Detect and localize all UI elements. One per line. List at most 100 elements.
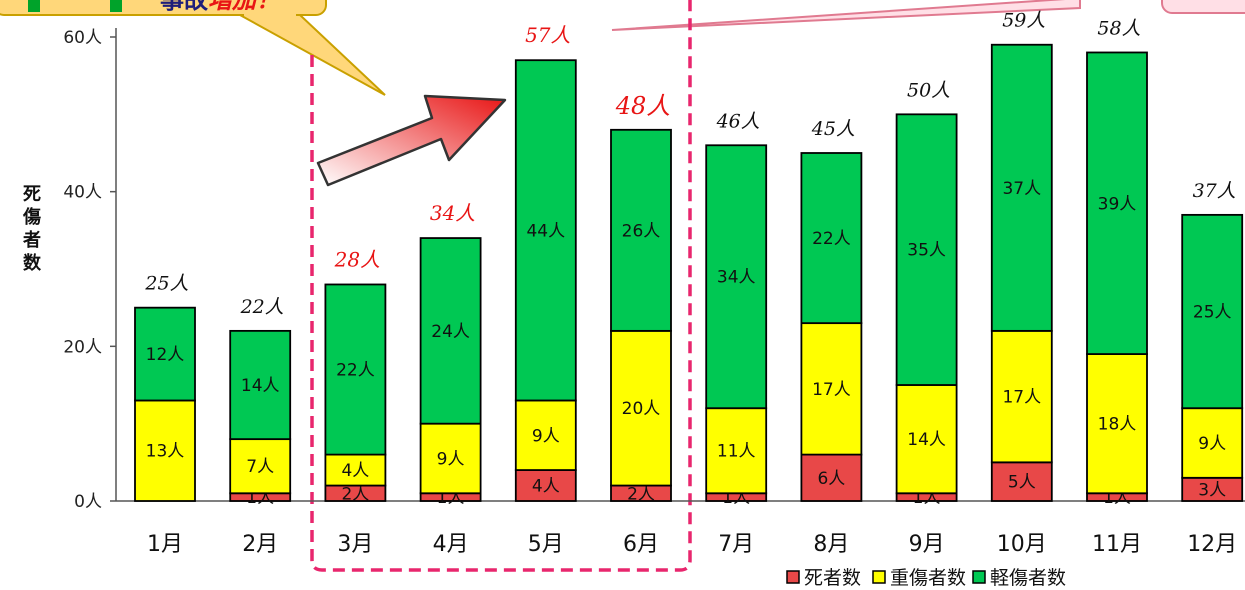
segment-label: 9人: [532, 426, 560, 446]
segment-label: 2人: [627, 484, 655, 504]
callout-right-box: [1161, 0, 1245, 14]
increase-arrow: [316, 94, 507, 187]
total-label: 22人: [240, 296, 284, 318]
segment-label: 11人: [717, 442, 756, 462]
bar-segment-minor: [705, 144, 768, 410]
total-label: 50人: [907, 79, 950, 101]
segment-label: 7人: [246, 457, 274, 477]
segment-label: 17人: [1002, 388, 1041, 408]
segment-label: 14人: [907, 430, 946, 450]
segment-label: 13人: [146, 442, 185, 462]
bar-segment-fatal: [990, 461, 1053, 502]
bar-segment-minor: [990, 43, 1053, 332]
y-tick-label: 20人: [63, 337, 102, 357]
legend-label-serious: 重傷者数: [890, 567, 966, 589]
segment-label: 22人: [812, 229, 851, 249]
segment-label: 17人: [812, 380, 851, 400]
svg-text:事故増加！: 事故増加！: [160, 0, 280, 14]
callout: 事故増加！: [0, 0, 386, 96]
segment-label: 34人: [717, 268, 756, 288]
bar-segment-minor: [229, 329, 292, 441]
x-tick-label: 4月: [433, 532, 469, 557]
x-tick-label: 6月: [623, 532, 659, 557]
bar-segment-minor: [1086, 51, 1148, 355]
total-label: 46人: [716, 110, 760, 132]
callout-mark: [28, 0, 40, 12]
segment-label: 35人: [907, 241, 946, 261]
bar-segment-minor: [514, 59, 577, 402]
total-label: 45人: [811, 118, 855, 140]
x-tick-label: 2月: [242, 532, 278, 557]
bar-segment-serious: [1181, 407, 1244, 479]
x-tick-label: 5月: [528, 532, 564, 557]
segment-label: 14人: [241, 376, 280, 396]
legend: 死者数 重傷者数 軽傷者数: [786, 567, 1066, 589]
callout-right: [611, 0, 1245, 31]
x-tick-label: 12月: [1187, 532, 1237, 557]
segment-label: 25人: [1193, 303, 1232, 323]
legend-label-fatal: 死者数: [804, 567, 861, 589]
bar-segment-minor: [895, 113, 958, 386]
segment-label: 9人: [437, 449, 465, 469]
segment-label: 22人: [336, 361, 375, 381]
total-label: 28人: [334, 247, 380, 271]
y-axis-label: 死傷者数: [22, 184, 42, 274]
bar-segment-minor: [800, 152, 863, 325]
x-tick-label: 10月: [997, 532, 1047, 557]
x-tick-label: 9月: [909, 532, 945, 557]
segment-label: 9人: [1198, 434, 1226, 454]
bar-segment-serious: [1086, 353, 1148, 495]
x-tick-label: 3月: [337, 532, 373, 557]
callout-mark: [110, 0, 122, 12]
x-tick-label: 7月: [718, 532, 754, 557]
legend-swatch-minor: [972, 570, 986, 584]
bar-segment-serious: [134, 399, 196, 502]
x-tick-label: 1月: [147, 532, 183, 557]
callout-right-pointer: [611, 0, 1081, 31]
legend-label-minor: 軽傷者数: [990, 567, 1066, 589]
bar-segment-serious: [419, 422, 482, 495]
total-label: 37人: [1193, 180, 1236, 202]
x-tick-label: 11月: [1092, 532, 1142, 557]
segment-label: 39人: [1098, 194, 1137, 214]
segment-label: 2人: [341, 484, 369, 504]
segment-label: 3人: [1198, 480, 1226, 500]
y-tick-label: 40人: [63, 183, 102, 203]
total-label: 48人: [615, 92, 671, 120]
callout-box: [0, 0, 327, 16]
total-label: 58人: [1097, 17, 1140, 39]
legend-swatch-fatal: [786, 570, 800, 584]
y-tick-label: 0人: [74, 492, 102, 512]
segment-label: 24人: [431, 322, 470, 342]
bar-segment-serious: [895, 384, 958, 495]
total-label: 57人: [525, 23, 570, 47]
callout-text-black: 事故: [160, 0, 209, 14]
total-label: 25人: [144, 273, 188, 295]
bar-segment-minor: [1181, 213, 1244, 410]
bar-segment-fatal: [800, 453, 863, 502]
bar-segment-serious: [705, 407, 768, 495]
segment-label: 44人: [526, 221, 565, 241]
callout-text-red: 増加！: [208, 0, 280, 14]
y-tick-label: 60人: [63, 28, 102, 48]
legend-swatch-serious: [872, 570, 886, 584]
bar-segment-minor: [324, 283, 387, 456]
bar-segment-minor: [610, 128, 672, 332]
bar-segment-serious: [610, 329, 672, 487]
bar-segment-minor: [419, 237, 482, 425]
x-tick-label: 8月: [813, 532, 849, 557]
total-label: 34人: [430, 201, 475, 225]
segment-label: 37人: [1002, 179, 1041, 199]
segment-label: 4人: [532, 477, 560, 497]
segment-label: 4人: [341, 461, 369, 481]
segment-label: 6人: [817, 469, 845, 489]
bar-segment-minor: [134, 306, 196, 402]
segment-label: 18人: [1098, 415, 1137, 435]
bar-segment-serious: [514, 399, 577, 471]
segment-label: 26人: [622, 221, 661, 241]
total-label: 59人: [1002, 10, 1045, 32]
bar-segment-serious: [990, 329, 1053, 464]
segment-label: 12人: [146, 345, 185, 365]
segment-label: 20人: [622, 399, 661, 419]
